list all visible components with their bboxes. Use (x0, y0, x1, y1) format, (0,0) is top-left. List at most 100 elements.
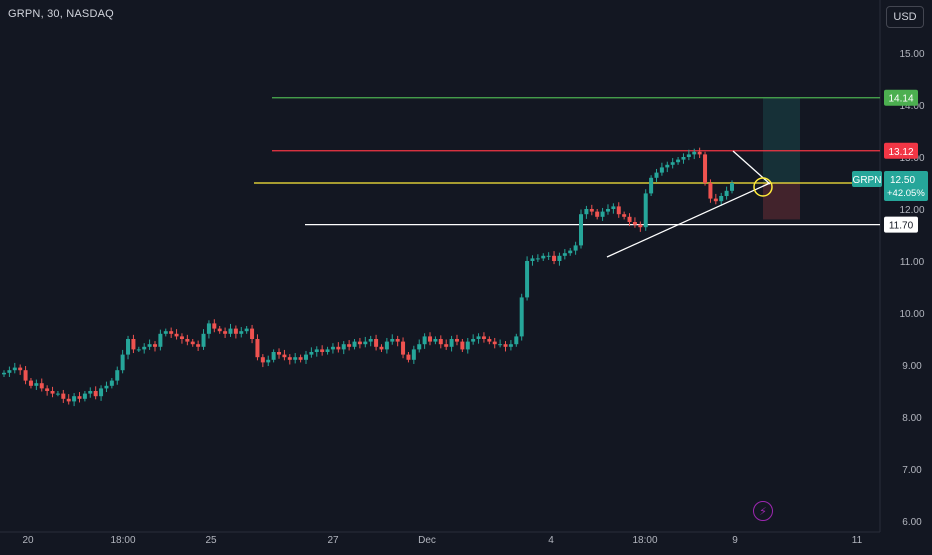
candle-body (115, 370, 120, 381)
candle-body (352, 341, 357, 347)
candle-body (260, 357, 265, 363)
candle-body (303, 354, 308, 360)
candle-body (77, 396, 82, 399)
candle-body (104, 385, 109, 389)
candle-body (330, 346, 335, 350)
candle-body (201, 333, 206, 347)
candle-body (196, 344, 201, 347)
candle-body (616, 206, 621, 215)
lightning-icon[interactable]: ⚡ (753, 501, 773, 521)
candle-body (277, 352, 282, 355)
candle-body (50, 391, 55, 394)
candle-body (136, 349, 141, 351)
candle-body (584, 209, 589, 215)
y-tick-label: 8.00 (902, 413, 922, 424)
y-tick-label: 9.00 (902, 361, 922, 372)
y-tick-label: 15.00 (899, 49, 924, 60)
candle-body (368, 339, 373, 342)
currency-button[interactable]: USD (886, 6, 924, 28)
level-price-label: 13.12 (888, 147, 913, 158)
candle-body (347, 344, 352, 347)
x-tick-label: 18:00 (110, 535, 135, 546)
candle-body (611, 206, 616, 209)
candle-body (88, 391, 93, 394)
candle-body (120, 354, 125, 371)
candle-body (681, 157, 686, 160)
y-tick-label: 10.00 (899, 309, 924, 320)
candle-body (12, 367, 17, 371)
candle-body (147, 344, 152, 347)
candle-body (708, 183, 713, 199)
candle-body (649, 177, 654, 194)
candle-body (212, 323, 217, 329)
candle-body (525, 261, 530, 298)
highlight-circle (753, 177, 773, 197)
candle-body (152, 344, 157, 347)
candle-body (185, 339, 190, 342)
candle-body (454, 339, 459, 342)
candle-body (530, 258, 535, 261)
candle-body (697, 151, 702, 155)
candle-body (541, 255, 546, 259)
x-tick-label: 25 (205, 535, 217, 546)
candle-body (239, 331, 244, 334)
candle-body (422, 336, 427, 345)
candle-body (692, 151, 697, 155)
candle-body (228, 328, 233, 334)
candle-body (638, 224, 643, 228)
y-tick-label: 14.00 (899, 101, 924, 112)
candle-body (401, 341, 406, 355)
candle-body (131, 339, 136, 350)
candle-body (659, 167, 664, 173)
candle-body (250, 328, 255, 339)
candle-body (411, 349, 416, 360)
candle-body (341, 344, 346, 350)
candle-body (632, 222, 637, 225)
level-price-label-bg (884, 89, 918, 106)
candle-body (217, 328, 222, 332)
candle-body (357, 341, 362, 345)
candle-body (18, 367, 23, 371)
candle-body (163, 331, 168, 334)
level-price-label-bg (884, 216, 918, 233)
candle-body (179, 336, 184, 339)
candle-body (39, 383, 44, 389)
candle-body (223, 331, 228, 334)
candle-body (589, 209, 594, 212)
candle-body (34, 383, 39, 386)
candle-body (481, 336, 486, 339)
candle-body (703, 154, 708, 183)
candle-body (174, 333, 179, 337)
price-change: +42.05% (887, 188, 925, 199)
candle-body (730, 183, 734, 191)
candle-body (503, 344, 508, 347)
candle-body (298, 357, 303, 360)
candle-body (7, 370, 12, 373)
candle-body (476, 336, 481, 339)
candle-body (206, 323, 211, 334)
x-tick-label: 18:00 (632, 535, 657, 546)
candle-body (508, 344, 513, 347)
candle-body (271, 352, 276, 360)
candle-body (99, 388, 104, 397)
trendline-support (606, 182, 771, 258)
level-price-label: 11.70 (889, 221, 914, 232)
x-tick-label: 4 (548, 535, 554, 546)
candle-body (417, 344, 422, 350)
y-tick-label: 11.00 (900, 257, 925, 268)
candle-body (320, 349, 325, 352)
x-tick-label: 20 (22, 535, 34, 546)
symbol-title: GRPN, 30, NASDAQ (8, 8, 114, 20)
candle-body (562, 253, 567, 256)
candle-body (158, 333, 163, 347)
candle-body (287, 357, 292, 360)
candle-body (514, 336, 519, 345)
candle-body (384, 341, 389, 350)
current-price: 12.50 (890, 175, 915, 186)
candle-body (465, 341, 470, 350)
candle-body (190, 341, 195, 345)
candle-body (266, 359, 271, 363)
candle-body (233, 328, 238, 334)
